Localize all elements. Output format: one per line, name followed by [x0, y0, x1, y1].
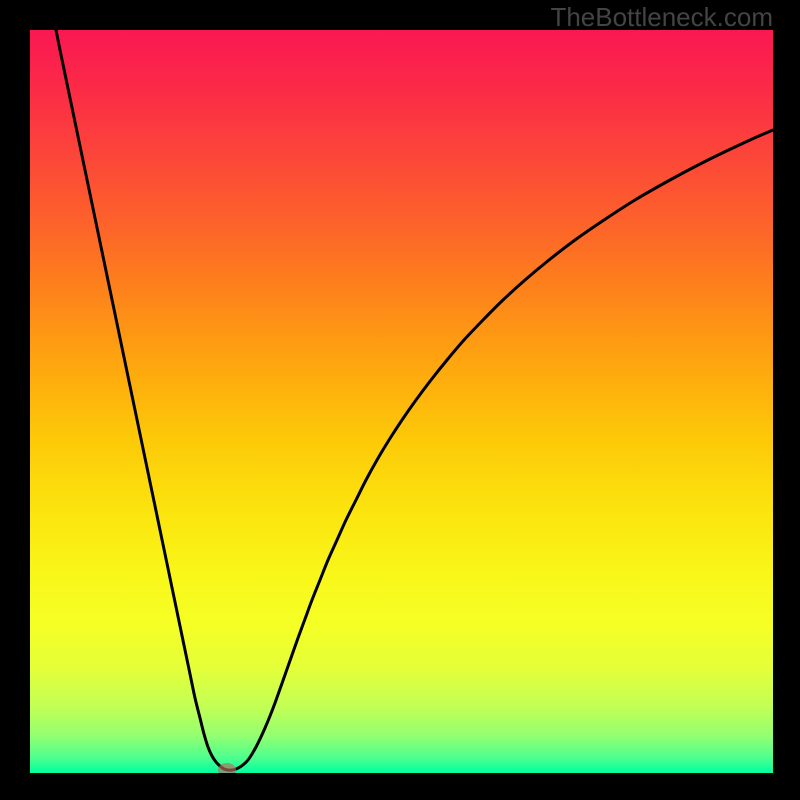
curve-path — [56, 30, 773, 770]
plot-area — [30, 30, 773, 773]
bottleneck-curve — [30, 30, 773, 773]
watermark-text: TheBottleneck.com — [550, 2, 773, 33]
chart-container: TheBottleneck.com — [0, 0, 800, 800]
minimum-marker — [218, 763, 236, 773]
